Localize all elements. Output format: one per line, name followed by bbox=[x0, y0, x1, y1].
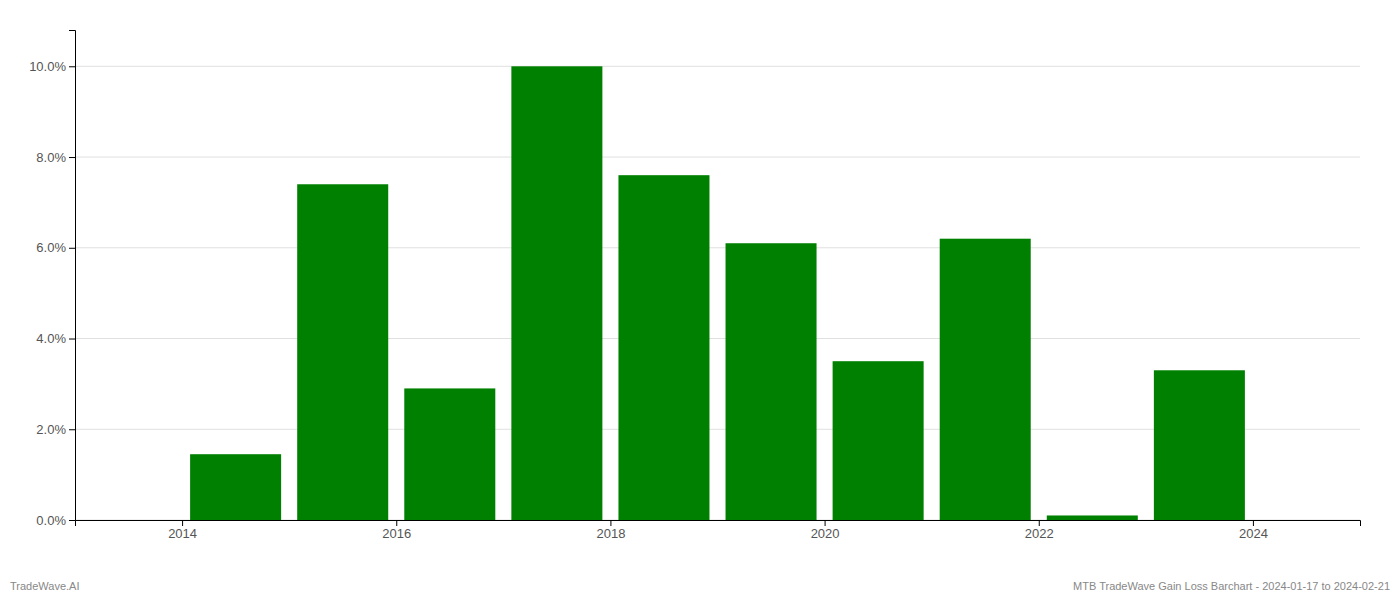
x-tick: 2014 bbox=[168, 520, 197, 541]
y-tick-mark bbox=[69, 157, 75, 158]
footer-right: MTB TradeWave Gain Loss Barchart - 2024-… bbox=[1073, 580, 1390, 592]
bar bbox=[297, 184, 388, 520]
plot: 2014 2016 2018 2020 2022 2024 0.0% 2.0% 4.0% 6.0%… bbox=[29, 31, 1360, 542]
y-tick-label: 10.0% bbox=[29, 59, 66, 74]
x-tick-mark bbox=[182, 520, 183, 526]
grid-line bbox=[75, 338, 1360, 339]
bar bbox=[833, 361, 924, 520]
chart: 2014 2016 2018 2020 2022 2024 0.0% 2.0% 4.0% 6.0%… bbox=[0, 0, 1400, 600]
y-tick: 4.0% bbox=[36, 331, 75, 346]
x-axis: 2014 2016 2018 2020 2022 2024 bbox=[76, 520, 1361, 541]
y-tick-mark bbox=[69, 429, 75, 430]
y-tick: 10.0% bbox=[29, 59, 75, 74]
bar bbox=[940, 239, 1031, 520]
y-tick-label: 6.0% bbox=[36, 240, 66, 255]
y-tick: 0.0% bbox=[36, 513, 75, 528]
x-tick-label: 2018 bbox=[596, 526, 625, 541]
y-tick-mark bbox=[69, 66, 75, 67]
x-tick-label: 2016 bbox=[382, 526, 411, 541]
x-tick: 2020 bbox=[811, 520, 840, 541]
y-tick-label: 0.0% bbox=[36, 513, 66, 528]
bar bbox=[1047, 515, 1138, 520]
x-tick: 2024 bbox=[1239, 520, 1268, 541]
y-tick-label: 8.0% bbox=[36, 150, 66, 165]
x-tick: 2016 bbox=[382, 520, 411, 541]
y-tick: 2.0% bbox=[36, 422, 75, 437]
x-tick: 2022 bbox=[1025, 520, 1054, 541]
x-tick-mark bbox=[610, 520, 611, 526]
x-tick-label: 2020 bbox=[811, 526, 840, 541]
bar bbox=[83, 520, 174, 521]
y-tick-mark bbox=[69, 339, 75, 340]
y-axis-line bbox=[69, 31, 76, 521]
y-tick-mark bbox=[69, 248, 75, 249]
x-axis-line bbox=[76, 521, 1361, 527]
x-tick: 2018 bbox=[596, 520, 625, 541]
x-tick-label: 2024 bbox=[1239, 526, 1268, 541]
bars bbox=[190, 66, 1245, 520]
bar bbox=[618, 175, 709, 520]
x-tick-label: 2022 bbox=[1025, 526, 1054, 541]
y-tick-mark bbox=[69, 520, 75, 521]
x-tick-mark bbox=[396, 520, 397, 526]
x-tick-label: 2014 bbox=[168, 526, 197, 541]
y-tick: 6.0% bbox=[36, 240, 75, 255]
x-tick-mark bbox=[1039, 520, 1040, 526]
bar bbox=[1154, 370, 1245, 520]
y-tick-label: 2.0% bbox=[36, 422, 66, 437]
y-tick-label: 4.0% bbox=[36, 331, 66, 346]
bar bbox=[511, 66, 602, 520]
x-tick-mark bbox=[825, 520, 826, 526]
grid-line bbox=[75, 157, 1360, 158]
grid-line bbox=[75, 66, 1360, 67]
grid-line bbox=[75, 247, 1360, 248]
grid bbox=[75, 66, 1360, 520]
bar bbox=[726, 243, 817, 520]
x-tick-mark bbox=[1253, 520, 1254, 526]
bar bbox=[190, 454, 281, 520]
bar bbox=[404, 388, 495, 520]
footer-left: TradeWave.AI bbox=[10, 580, 80, 592]
y-tick: 8.0% bbox=[36, 150, 75, 165]
y-axis: 0.0% 2.0% 4.0% 6.0% 8.0% 10.0% bbox=[29, 31, 75, 528]
